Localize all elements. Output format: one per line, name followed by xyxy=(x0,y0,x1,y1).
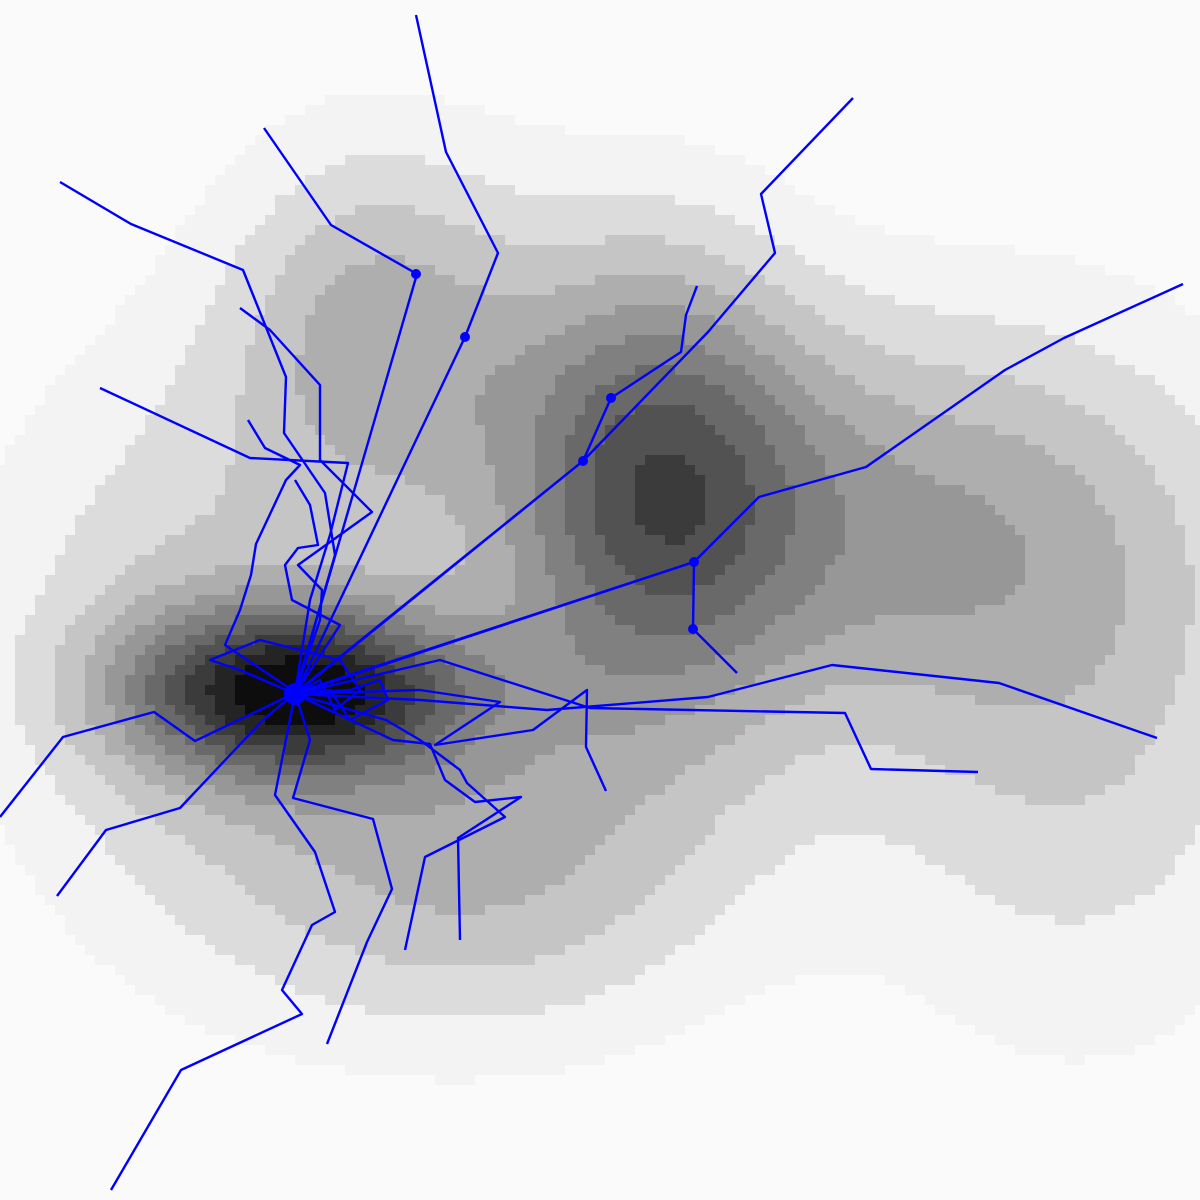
path-line-1 xyxy=(293,14,500,696)
path-line-17 xyxy=(109,693,337,1191)
path-line-6 xyxy=(294,285,699,695)
path-line-14 xyxy=(294,663,1158,740)
hub-node xyxy=(284,683,306,705)
path-line-18 xyxy=(291,692,394,1045)
path-node-1 xyxy=(411,269,421,279)
path-series xyxy=(0,14,1184,1191)
path-line-5 xyxy=(263,127,419,695)
path-line-12 xyxy=(0,691,296,818)
path-line-10 xyxy=(283,479,342,695)
path-node-6 xyxy=(688,624,698,634)
path-line-4 xyxy=(59,180,337,694)
path-line-16 xyxy=(294,688,608,792)
path-node-5 xyxy=(689,557,699,567)
path-line-11 xyxy=(294,560,738,695)
path-line-9 xyxy=(223,419,302,693)
path-node-2 xyxy=(460,332,470,342)
path-line-19 xyxy=(294,692,507,951)
path-line-7 xyxy=(99,386,350,694)
path-line-21 xyxy=(208,638,362,712)
path-line-8 xyxy=(239,307,374,694)
path-line-15 xyxy=(294,658,979,774)
path-node-4 xyxy=(606,393,616,403)
path-line-22 xyxy=(294,678,390,722)
path-line-20 xyxy=(294,692,523,941)
path-line-13 xyxy=(56,692,296,897)
path-nodes xyxy=(284,269,699,705)
path-node-3 xyxy=(578,456,588,466)
